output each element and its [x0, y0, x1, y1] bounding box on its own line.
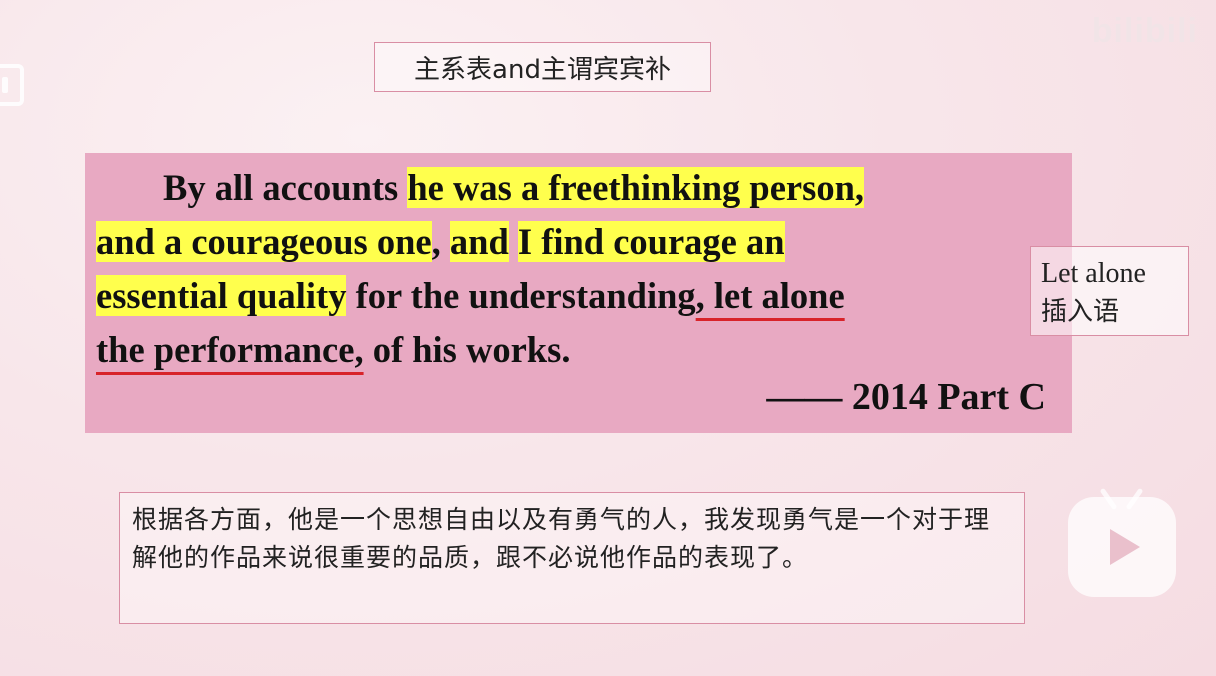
highlight-object-complement: essential quality	[96, 275, 347, 316]
play-icon	[1110, 529, 1140, 565]
play-button[interactable]	[1068, 487, 1176, 597]
quote-text: of his works.	[363, 329, 571, 370]
quote-line-4: the performance, of his works.	[96, 327, 570, 373]
bilibili-watermark: bilibili	[1091, 12, 1198, 50]
highlight-subject-clause: he was a freethinking person,	[407, 167, 864, 208]
quote-line-1: By all accounts he was a freethinking pe…	[96, 165, 864, 211]
note-zh: 插入语	[1041, 297, 1120, 327]
slide-title: 主系表and主谓宾宾补	[374, 42, 711, 92]
antenna-right	[1125, 487, 1144, 511]
translation-box: 根据各方面，他是一个思想自由以及有勇气的人，我发现勇气是一个对于理解他的作品来说…	[119, 492, 1025, 624]
note-en: Let alone	[1041, 258, 1146, 289]
quote-block: By all accounts he was a freethinking pe…	[85, 153, 1072, 433]
underline-let-alone: , let alone	[695, 275, 845, 316]
highlight-complement: and a courageous one	[96, 221, 432, 262]
quote-source: —— 2014 Part C	[766, 376, 1046, 418]
quote-line-3: essential quality for the understanding,…	[96, 273, 845, 319]
highlight-main-clause: I find courage an	[517, 221, 785, 262]
annotation-note: Let alone 插入语	[1030, 246, 1189, 336]
quote-line-2: and a courageous one, and I find courage…	[96, 219, 785, 265]
quote-text	[509, 221, 518, 262]
quote-text: By all accounts	[163, 167, 408, 208]
quote-text: for the understanding	[346, 275, 696, 316]
antenna-left	[1099, 487, 1118, 511]
underline-the-performance: the performance,	[96, 329, 364, 370]
tv-logo-icon	[0, 64, 24, 106]
quote-text: ,	[431, 221, 450, 262]
highlight-and: and	[449, 221, 509, 262]
